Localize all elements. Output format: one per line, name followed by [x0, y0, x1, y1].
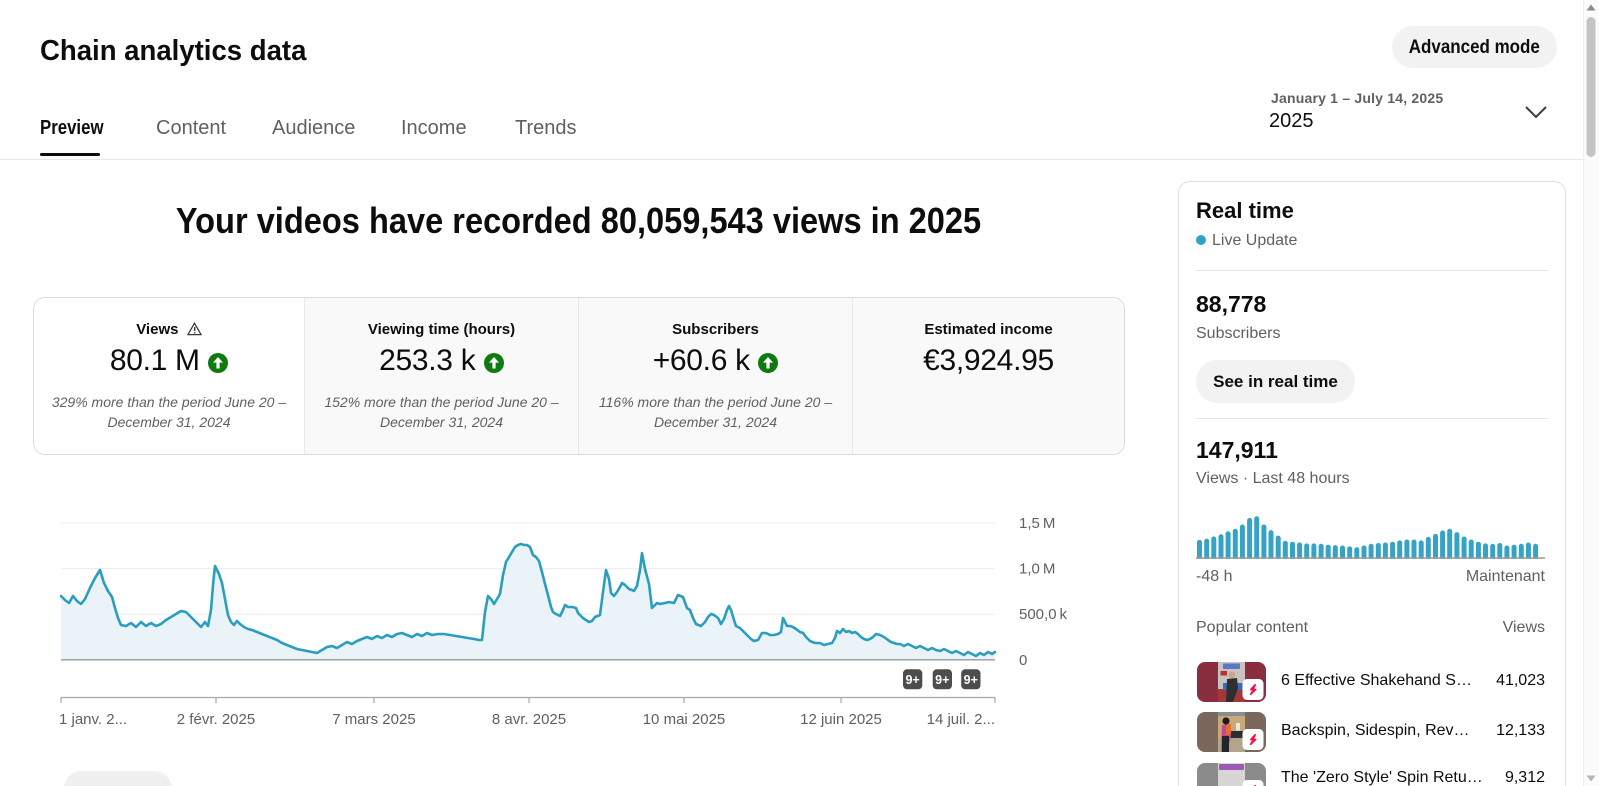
- svg-text:0: 0: [1019, 652, 1027, 669]
- svg-text:12 juin 2025: 12 juin 2025: [800, 711, 882, 728]
- svg-text:500,0 k: 500,0 k: [1019, 606, 1068, 623]
- svg-text:1,5 M: 1,5 M: [1019, 515, 1055, 532]
- svg-text:1,0 M: 1,0 M: [1019, 561, 1055, 578]
- svg-text:8 avr. 2025: 8 avr. 2025: [492, 711, 566, 728]
- svg-text:2 févr. 2025: 2 févr. 2025: [177, 711, 255, 728]
- svg-text:9+: 9+: [905, 673, 919, 687]
- svg-text:1 janv. 2...: 1 janv. 2...: [59, 711, 127, 728]
- svg-text:9+: 9+: [935, 673, 949, 687]
- svg-text:10 mai 2025: 10 mai 2025: [643, 711, 726, 728]
- svg-text:14 juil. 2...: 14 juil. 2...: [927, 711, 995, 728]
- svg-text:7 mars 2025: 7 mars 2025: [332, 711, 415, 728]
- svg-text:9+: 9+: [964, 673, 978, 687]
